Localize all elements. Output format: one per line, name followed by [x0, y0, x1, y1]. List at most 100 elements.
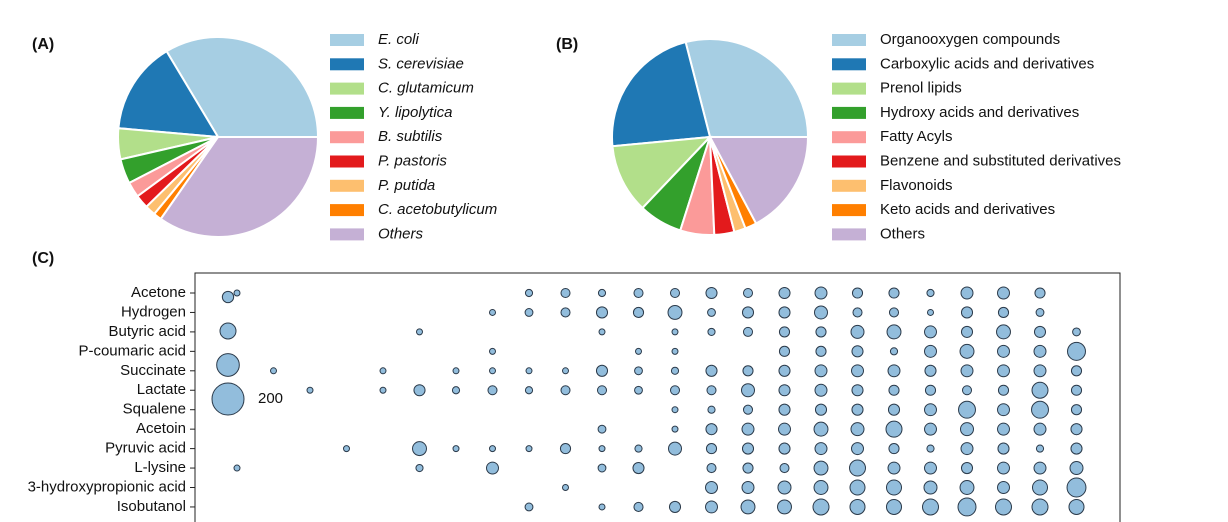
bubble [888, 443, 900, 455]
plot-frame [194, 272, 1121, 522]
bubble [1070, 442, 1083, 455]
legend-swatch [832, 131, 866, 144]
pie-slice [611, 135, 713, 210]
bubble [669, 287, 681, 299]
bubble [997, 384, 1010, 396]
legend-swatch [330, 228, 364, 241]
bubble [669, 385, 681, 396]
bubble [887, 364, 901, 378]
bubble [1067, 341, 1086, 361]
bubble [707, 405, 716, 414]
bubble [997, 286, 1010, 300]
bubble [668, 500, 682, 513]
legend-swatch [832, 34, 866, 46]
bubble [233, 464, 241, 472]
y-tick-label: Hydrogen [121, 303, 186, 320]
y-tick-label: Acetoin [136, 420, 186, 437]
size-legend-bubble [219, 322, 237, 340]
bubble [851, 364, 864, 378]
bubble [486, 461, 499, 475]
bubble [997, 364, 1010, 378]
legend-swatch [330, 155, 364, 168]
bubble [997, 403, 1010, 417]
bubble [1069, 461, 1084, 476]
bubble [741, 442, 755, 455]
bubble [741, 422, 755, 436]
pie-slice [684, 38, 810, 138]
bubble [705, 500, 718, 514]
bubble [814, 383, 828, 397]
bubble [960, 306, 974, 319]
bubble [705, 481, 718, 494]
bubble [815, 345, 827, 357]
bubble [778, 384, 791, 397]
bubble [850, 422, 865, 437]
bubble [959, 480, 975, 495]
bubble [633, 501, 644, 512]
bubble [924, 364, 937, 377]
bubble [778, 442, 791, 455]
legend-swatch [330, 34, 364, 46]
bubble [559, 443, 572, 455]
y-tick-label: Acetone [131, 284, 186, 301]
legend-swatch [832, 204, 866, 217]
bubble [778, 286, 791, 300]
pie-slice [159, 136, 320, 238]
bubble [1070, 423, 1083, 436]
bubble [671, 425, 679, 433]
bubble [996, 324, 1011, 340]
bubble [922, 498, 939, 516]
legend-swatch [832, 58, 866, 71]
bubble [452, 367, 460, 375]
bubble [960, 462, 974, 475]
bubble [1034, 287, 1046, 299]
bubble [888, 384, 900, 396]
bubble [885, 479, 903, 496]
size-legend-label: 200 [258, 390, 283, 407]
bubble [959, 343, 975, 359]
bubble [489, 308, 496, 316]
bubble [1068, 498, 1085, 515]
panel-label: (C) [32, 250, 54, 267]
legend-swatch [330, 106, 364, 119]
bubble [960, 364, 974, 378]
bubble [813, 460, 829, 476]
bubble [412, 441, 427, 457]
legend-label: Fatty Acyls [880, 128, 953, 145]
bubble [524, 288, 534, 298]
bubble [778, 403, 791, 416]
bubble [851, 345, 864, 358]
bubble [997, 422, 1010, 436]
legend-label: P. putida [378, 177, 435, 194]
bubble [379, 367, 387, 375]
bubble [927, 308, 934, 316]
bubble [924, 422, 937, 436]
bubble [524, 386, 534, 395]
bubble [634, 385, 643, 395]
bubble [924, 403, 937, 417]
pie-slice [165, 36, 320, 138]
legend-swatch [330, 58, 364, 71]
bubble [742, 326, 754, 337]
bubble [960, 325, 974, 338]
bubble [1033, 364, 1047, 378]
y-tick-label: L-lysine [134, 459, 186, 476]
bubble [742, 365, 754, 377]
bubble [706, 463, 717, 474]
bubble [778, 422, 791, 436]
bubble [997, 306, 1010, 319]
bubble [1066, 477, 1087, 498]
legend-swatch [832, 82, 866, 95]
bubble [997, 481, 1010, 494]
bubble [524, 308, 534, 317]
bubble [597, 463, 607, 473]
size-legend-bubble [216, 353, 240, 377]
bubble [379, 386, 387, 394]
legend-label: Benzene and substituted derivatives [880, 152, 1121, 169]
bubble [489, 445, 496, 453]
bubble [452, 445, 460, 453]
bubble [887, 403, 901, 416]
bubble [705, 364, 718, 377]
legend-label: C. glutamicum [378, 80, 474, 97]
